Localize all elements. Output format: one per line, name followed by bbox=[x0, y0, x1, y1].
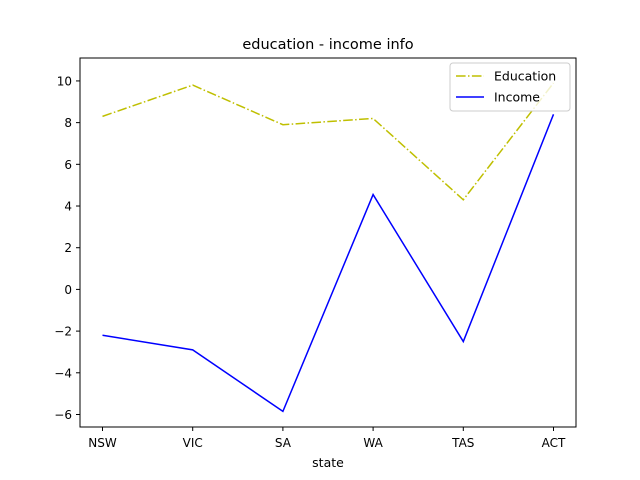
x-tick-label: NSW bbox=[88, 436, 117, 450]
y-tick-label: 0 bbox=[64, 283, 72, 297]
series-line-income bbox=[102, 114, 555, 413]
legend-label-education: Education bbox=[494, 69, 556, 84]
x-tick-label: WA bbox=[363, 436, 383, 450]
y-tick-label: −6 bbox=[54, 408, 72, 422]
legend-label-income: Income bbox=[494, 90, 540, 105]
series-line-education bbox=[102, 82, 555, 201]
x-tick-label: VIC bbox=[183, 436, 203, 450]
chart-title: education - income info bbox=[242, 37, 413, 53]
plot-frame bbox=[79, 57, 577, 428]
y-tick-label: −4 bbox=[54, 366, 72, 380]
y-tick-label: 8 bbox=[64, 116, 72, 130]
x-tick-label: ACT bbox=[542, 436, 566, 450]
y-tick-label: 6 bbox=[64, 158, 72, 172]
x-tick-label: SA bbox=[275, 436, 292, 450]
plot-area: NSW VIC SA WA TAS ACT −6 −4 −2 0 2 4 6 8 10 Education In… bbox=[54, 57, 577, 450]
y-tick-label: 10 bbox=[57, 74, 72, 88]
x-tick-label: TAS bbox=[451, 436, 474, 450]
y-tick-label: −2 bbox=[54, 325, 72, 339]
legend-box bbox=[449, 62, 571, 112]
y-tick-label: 4 bbox=[64, 200, 72, 214]
y-tick-label: 2 bbox=[64, 241, 72, 255]
x-axis-label: state bbox=[312, 455, 344, 470]
